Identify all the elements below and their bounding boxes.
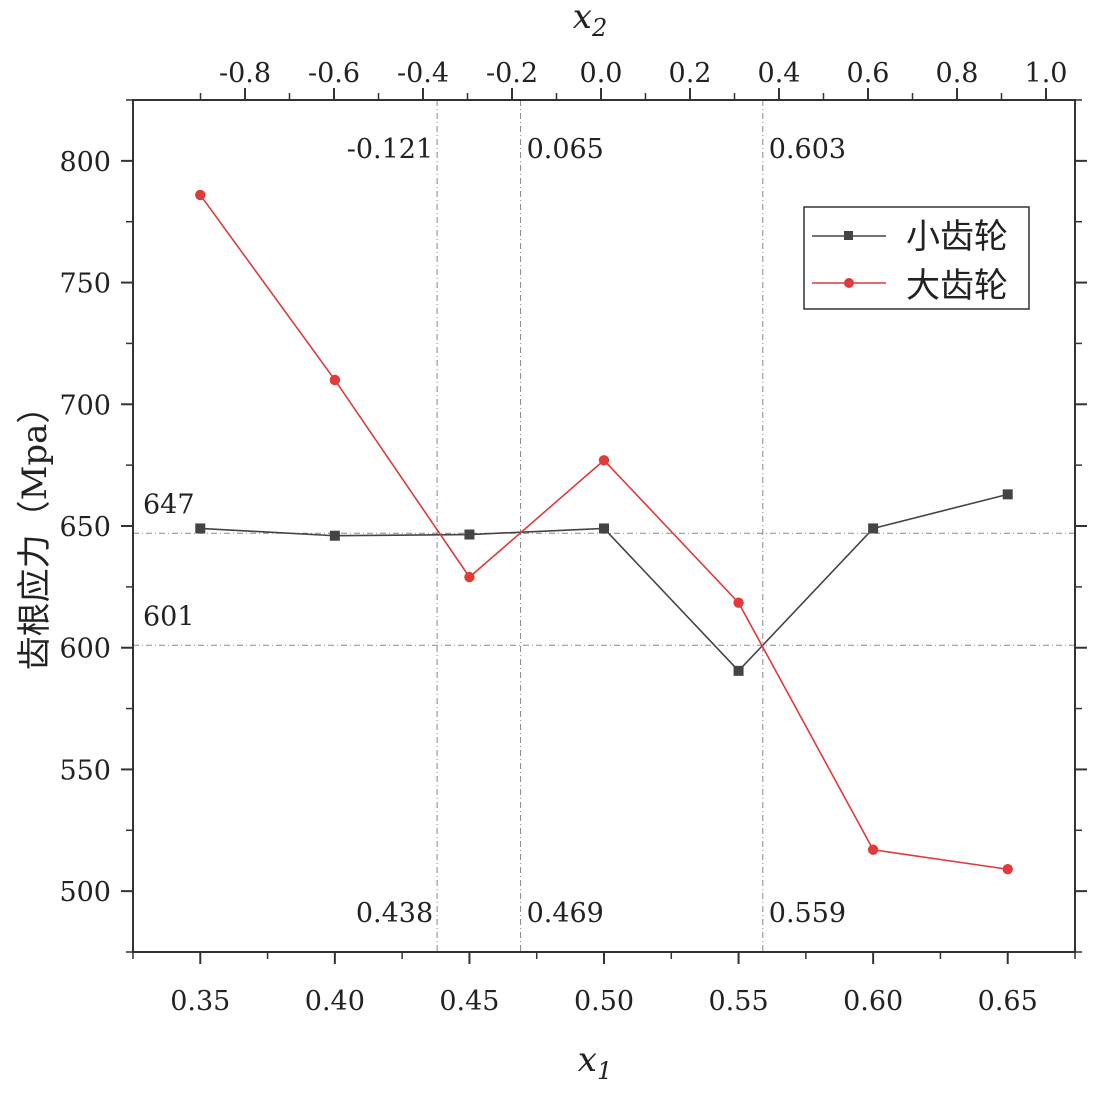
series-2-point <box>598 455 610 466</box>
x2-tick-label: 0.2 <box>669 58 712 89</box>
x-tick-label: 0.35 <box>170 986 230 1017</box>
x2-axis-title: x2 <box>573 0 607 42</box>
series-1-point <box>1002 489 1013 500</box>
series-layer <box>195 189 1013 875</box>
series-1-point <box>733 665 744 676</box>
y-tick-label: 800 <box>59 147 111 178</box>
legend-marker-small-gear <box>844 231 853 240</box>
legend-label-small-gear: 小齿轮 <box>906 217 1008 257</box>
v-reference-label-bottom: 0.559 <box>769 898 846 929</box>
v-reference-label-bottom: 0.469 <box>527 898 604 929</box>
x-tick-label: 0.40 <box>305 986 365 1017</box>
y-tick-label: 750 <box>59 269 111 300</box>
x-tick-label: 0.55 <box>709 986 769 1017</box>
y-tick-label: 550 <box>59 755 111 786</box>
x-tick-label: 0.45 <box>439 986 499 1017</box>
legend-marker-large-gear <box>844 278 854 288</box>
y-tick-label: 700 <box>59 390 111 421</box>
series-2-point <box>733 597 744 608</box>
series-2-point <box>195 189 206 201</box>
y-tick-label: 650 <box>59 512 111 543</box>
series-1-point <box>195 523 206 534</box>
x-tick-label: 0.50 <box>574 986 634 1017</box>
x2-tick-label: -0.8 <box>219 58 271 89</box>
x2-tick-label: 0.4 <box>758 58 801 89</box>
series-2-point <box>867 844 879 855</box>
legend-box <box>803 206 1030 310</box>
x2-tick-label: 1.0 <box>1025 58 1068 89</box>
v-reference-label-bottom: 0.438 <box>356 898 433 929</box>
x-tick-label: 0.60 <box>843 986 903 1017</box>
series-2-point <box>464 571 475 583</box>
x2-tick-label: -0.2 <box>486 58 538 89</box>
series-2-point <box>1002 864 1013 875</box>
x-tick-label: 0.65 <box>978 986 1038 1017</box>
h-reference-label: 647 <box>143 489 195 520</box>
y-axis-title: 齿根应力（Mpa） <box>15 390 55 671</box>
y-tick-label: 600 <box>59 634 111 665</box>
x1-axis-title: x1 <box>578 1040 612 1085</box>
series-1-point <box>868 523 879 534</box>
series-1-point <box>329 530 340 541</box>
x2-tick-label: -0.6 <box>308 58 360 89</box>
x2-tick-label: 0.8 <box>936 58 979 89</box>
v-reference-label-top: 0.065 <box>527 134 604 165</box>
series-1-point <box>464 529 475 540</box>
axis-ticks: 0.35 0.40 0.45 0.50 0.55 0.60 0.65 -0.8 -0.6 -0.4… <box>59 58 1087 1017</box>
series-1-point <box>599 523 609 534</box>
h-reference-label: 601 <box>143 601 195 632</box>
x2-tick-label: 0.6 <box>847 58 890 89</box>
legend-label-large-gear: 大齿轮 <box>906 266 1008 306</box>
v-reference-label-top: 0.603 <box>769 134 846 165</box>
series-2-point <box>329 374 341 386</box>
y-tick-label: 500 <box>59 877 111 908</box>
x2-tick-label: -0.4 <box>397 58 449 89</box>
x2-tick-label: 0.0 <box>580 58 623 89</box>
legend: 小齿轮 大齿轮 <box>803 206 1030 310</box>
reference-lines: 647 601 0.438 -0.121 0.469 0.065 0.559 0.603 <box>133 100 1075 952</box>
v-reference-label-top: -0.121 <box>347 134 433 165</box>
series-line-1 <box>200 493 1008 673</box>
